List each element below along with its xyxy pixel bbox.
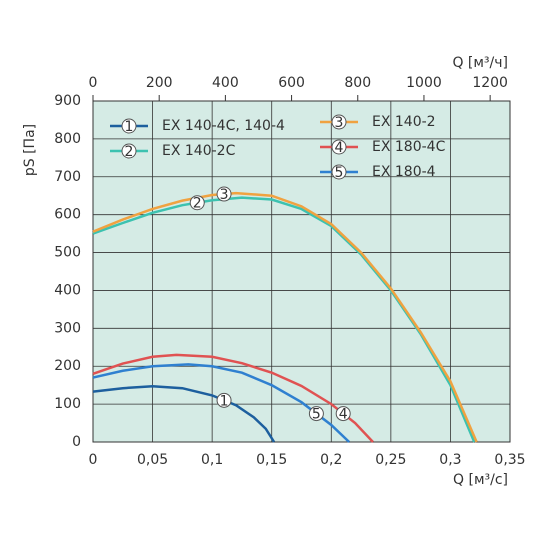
curve-marker-label: 5 <box>335 165 344 181</box>
x2-tick-label: 1000 <box>406 75 442 91</box>
x-tick-label: 0 <box>89 452 98 468</box>
x-tick-label: 0,2 <box>320 452 342 468</box>
curve-marker <box>331 114 347 130</box>
y-tick-label: 400 <box>54 282 81 298</box>
curve-marker-label: 1 <box>220 393 229 409</box>
y-tick-label: 200 <box>54 358 81 374</box>
plot-area <box>93 101 510 442</box>
x2-tick-label: 1200 <box>472 75 508 91</box>
curve-marker <box>216 392 232 408</box>
x2-tick-label: 400 <box>212 75 239 91</box>
x2-tick-label: 600 <box>278 75 305 91</box>
legend-label: EX 180-4C <box>372 139 446 155</box>
curve-marker-label: 3 <box>335 115 344 131</box>
x-tick-label: 0,25 <box>375 452 406 468</box>
curve-marker <box>308 406 324 422</box>
curve-marker <box>335 406 351 422</box>
curve-marker <box>331 139 347 155</box>
y-tick-label: 900 <box>54 93 81 109</box>
curve-marker-label: 2 <box>193 196 202 212</box>
x-axis-label: Q [м³/с] <box>453 472 508 488</box>
curve-marker-label: 4 <box>335 140 344 156</box>
curve-marker <box>121 118 137 134</box>
curve-marker-label: 2 <box>125 144 134 160</box>
y-tick-label: 600 <box>54 207 81 223</box>
curve <box>92 385 276 443</box>
y-tick-label: 800 <box>54 131 81 147</box>
curve-marker-label: 4 <box>339 407 348 423</box>
x2-tick-label: 0 <box>89 75 98 91</box>
curve <box>92 191 478 443</box>
y-tick-label: 500 <box>54 245 81 261</box>
legend-label: EX 140-2C <box>162 143 236 159</box>
curve-marker-label: 5 <box>312 407 321 423</box>
legend-label: EX 140-2 <box>372 114 436 130</box>
x2-tick-label: 200 <box>146 75 173 91</box>
curve-marker <box>121 143 137 159</box>
curve-marker <box>189 195 205 211</box>
y-tick-label: 300 <box>54 320 81 336</box>
curve-marker-label: 1 <box>125 119 134 135</box>
curve-marker-label: 3 <box>220 187 229 203</box>
x2-axis-label: Q [м³/ч] <box>452 55 508 71</box>
x-tick-label: 0,05 <box>137 452 168 468</box>
y-axis-label: pS [Па] <box>22 124 38 176</box>
legend-label: EX 140-4C, 140-4 <box>162 118 285 134</box>
plot-frame <box>92 100 511 443</box>
x-tick-label: 0,35 <box>494 452 525 468</box>
x2-tick-label: 800 <box>344 75 371 91</box>
legend-label: EX 180-4 <box>372 164 436 180</box>
x-tick-label: 0,15 <box>256 452 287 468</box>
x-tick-label: 0,3 <box>439 452 461 468</box>
y-tick-label: 700 <box>54 169 81 185</box>
y-tick-label: 0 <box>72 434 81 450</box>
y-tick-label: 100 <box>54 396 81 412</box>
curve-marker <box>216 186 232 202</box>
curve-marker <box>331 164 347 180</box>
x-tick-label: 0,1 <box>201 452 223 468</box>
